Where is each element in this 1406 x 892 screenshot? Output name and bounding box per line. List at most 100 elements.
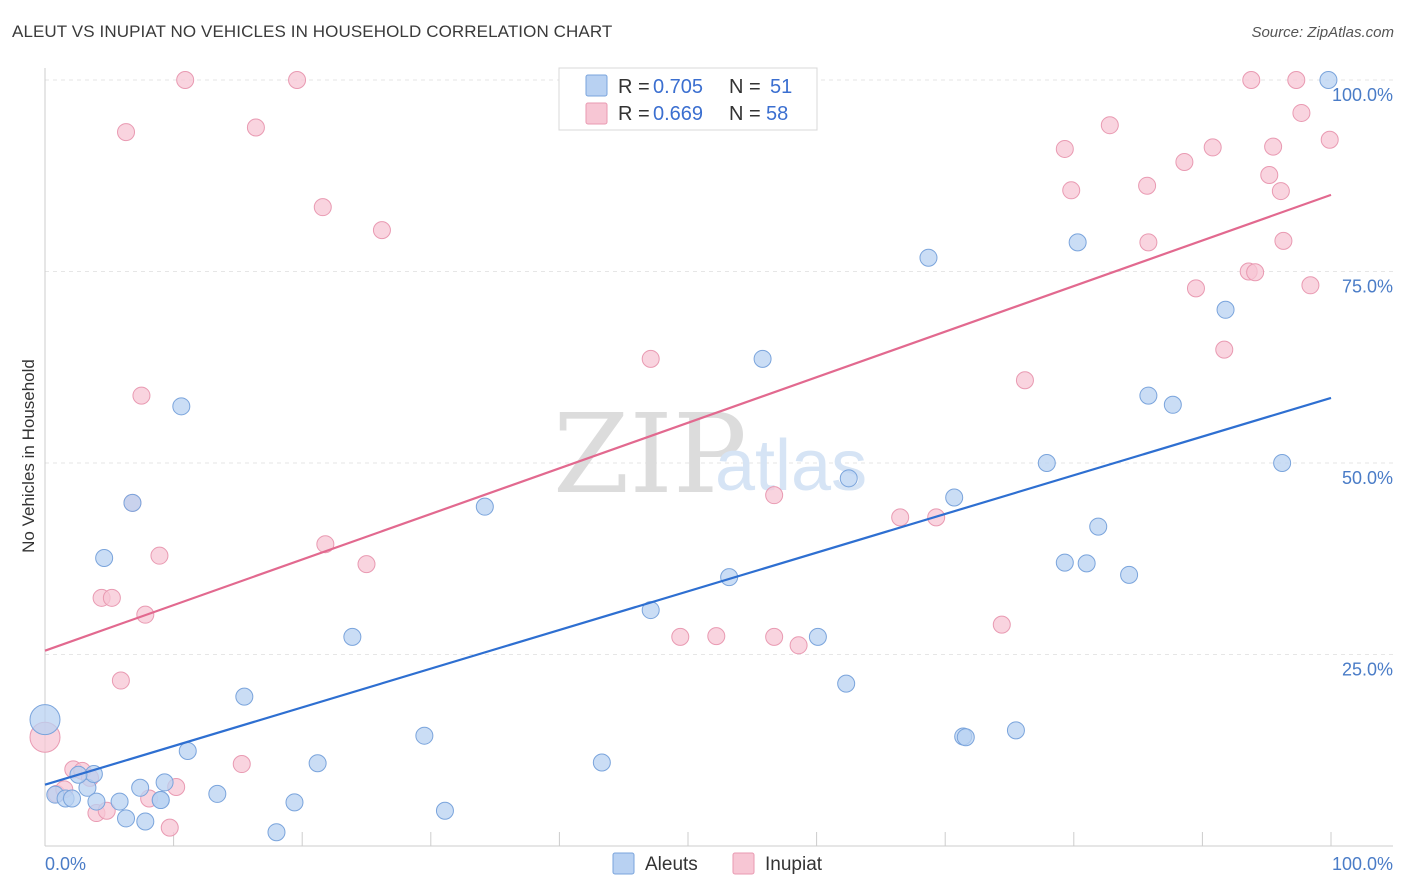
aleut-point bbox=[155, 773, 174, 792]
aleut-point bbox=[839, 469, 858, 488]
inupiat-point bbox=[111, 671, 130, 690]
inupiat-point bbox=[1186, 279, 1205, 298]
aleut-point bbox=[1077, 554, 1096, 573]
legend-swatch-aleuts bbox=[585, 74, 608, 97]
source-credit: Source: ZipAtlas.com bbox=[1251, 24, 1394, 41]
inupiat-point bbox=[1015, 371, 1034, 390]
aleut-point bbox=[136, 812, 155, 831]
aleut-point bbox=[123, 493, 142, 512]
legend-r-aleuts: 0.705 bbox=[653, 76, 703, 98]
inupiat-point bbox=[132, 386, 151, 405]
trend-lines bbox=[44, 193, 1332, 786]
aleut-point bbox=[308, 754, 327, 773]
inupiat-point bbox=[102, 588, 121, 607]
x-tick-labels: 0.0% 100.0% bbox=[45, 854, 1393, 874]
watermark: ZIP atlas bbox=[553, 390, 867, 518]
aleut-point bbox=[808, 627, 827, 646]
inupiat-point bbox=[765, 486, 784, 505]
aleut-point bbox=[1037, 454, 1056, 472]
inupiat-point bbox=[160, 818, 179, 837]
inupiat-point bbox=[1260, 165, 1279, 184]
inupiat-point bbox=[992, 615, 1011, 634]
aleut-point bbox=[945, 488, 964, 507]
data-points bbox=[29, 71, 1339, 842]
aleut-point bbox=[1273, 454, 1292, 472]
inupiat-point bbox=[1320, 130, 1339, 149]
aleut-point bbox=[208, 784, 227, 803]
y-tick-label: 100.0% bbox=[1332, 85, 1393, 105]
aleut-point bbox=[1120, 565, 1139, 584]
inupiat-point bbox=[891, 508, 910, 527]
aleut-point bbox=[592, 753, 611, 772]
aleut-point bbox=[1163, 395, 1182, 414]
y-tick-label: 25.0% bbox=[1342, 660, 1393, 680]
inupiat-point bbox=[372, 221, 391, 240]
inupiat-point bbox=[765, 627, 784, 646]
inupiat-point bbox=[641, 349, 660, 368]
inupiat-point bbox=[1062, 181, 1081, 200]
legend-n-label: N = bbox=[729, 76, 761, 98]
aleut-point bbox=[178, 742, 197, 761]
aleut-point bbox=[63, 789, 82, 808]
legend-r-label: R = bbox=[618, 103, 650, 125]
aleut-point bbox=[415, 726, 434, 745]
inupiat-point bbox=[1301, 276, 1320, 295]
aleut-point bbox=[919, 248, 938, 267]
aleut-point bbox=[235, 687, 254, 706]
inupiat-point bbox=[117, 123, 136, 142]
legend-label-inupiat: Inupiat bbox=[765, 854, 823, 875]
grid bbox=[45, 79, 1393, 655]
watermark-atlas: atlas bbox=[715, 426, 867, 506]
inupiat-point bbox=[671, 627, 690, 646]
inupiat-point bbox=[1203, 138, 1222, 157]
aleut-point bbox=[1068, 233, 1087, 252]
y-axis-title: No Vehicles in Household bbox=[19, 359, 38, 553]
legend-n-label: N = bbox=[729, 103, 761, 125]
legend-n-inupiat: 58 bbox=[766, 103, 788, 125]
chart-title: ALEUT VS INUPIAT NO VEHICLES IN HOUSEHOL… bbox=[12, 22, 613, 41]
inupiat-point bbox=[1175, 152, 1194, 171]
legend-r-label: R = bbox=[618, 76, 650, 98]
aleut-point bbox=[87, 792, 106, 811]
aleut-point bbox=[1089, 517, 1108, 536]
legend-label-aleuts: Aleuts bbox=[645, 854, 698, 875]
aleut-point bbox=[435, 801, 454, 820]
inupiat-point bbox=[1246, 263, 1265, 282]
aleut-point bbox=[1319, 71, 1338, 89]
legend-swatch-inupiat bbox=[585, 102, 608, 125]
inupiat-point bbox=[316, 535, 335, 554]
aleut-point bbox=[267, 823, 286, 842]
aleut-point bbox=[343, 627, 362, 646]
aleut-point bbox=[1216, 300, 1235, 319]
aleut-point bbox=[1006, 721, 1025, 740]
inupiat-point bbox=[1274, 231, 1293, 250]
aleut-point bbox=[110, 792, 129, 811]
aleut-point bbox=[753, 349, 772, 368]
inupiat-point bbox=[1264, 137, 1283, 156]
inupiat-point bbox=[1287, 71, 1306, 89]
inupiat-point bbox=[1138, 176, 1157, 195]
aleut-point bbox=[117, 809, 136, 828]
inupiat-point bbox=[707, 627, 726, 646]
y-tick-labels: 25.0% 50.0% 75.0% 100.0% bbox=[1332, 85, 1393, 680]
series-legend: Aleuts Inupiat bbox=[612, 852, 823, 875]
aleut-point bbox=[285, 793, 304, 812]
inupiat-trend-line bbox=[44, 193, 1332, 652]
legend-swatch-aleuts bbox=[612, 852, 635, 875]
aleut-point bbox=[95, 548, 114, 567]
inupiat-point bbox=[789, 636, 808, 655]
inupiat-point bbox=[232, 755, 251, 774]
inupiat-point bbox=[1271, 182, 1290, 201]
aleut-point bbox=[1055, 553, 1074, 572]
correlation-legend: R = 0.705 N = 51 R = 0.669 N = 58 bbox=[558, 67, 818, 131]
aleut-trend-line bbox=[44, 396, 1332, 786]
inupiat-point bbox=[313, 198, 332, 217]
aleut-point bbox=[956, 728, 975, 747]
inupiat-point bbox=[1100, 116, 1119, 135]
aleut-point bbox=[172, 397, 191, 416]
y-tick-label: 75.0% bbox=[1342, 277, 1393, 297]
inupiat-point bbox=[288, 71, 307, 89]
inupiat-point bbox=[357, 555, 376, 574]
legend-n-aleuts: 51 bbox=[770, 76, 792, 98]
